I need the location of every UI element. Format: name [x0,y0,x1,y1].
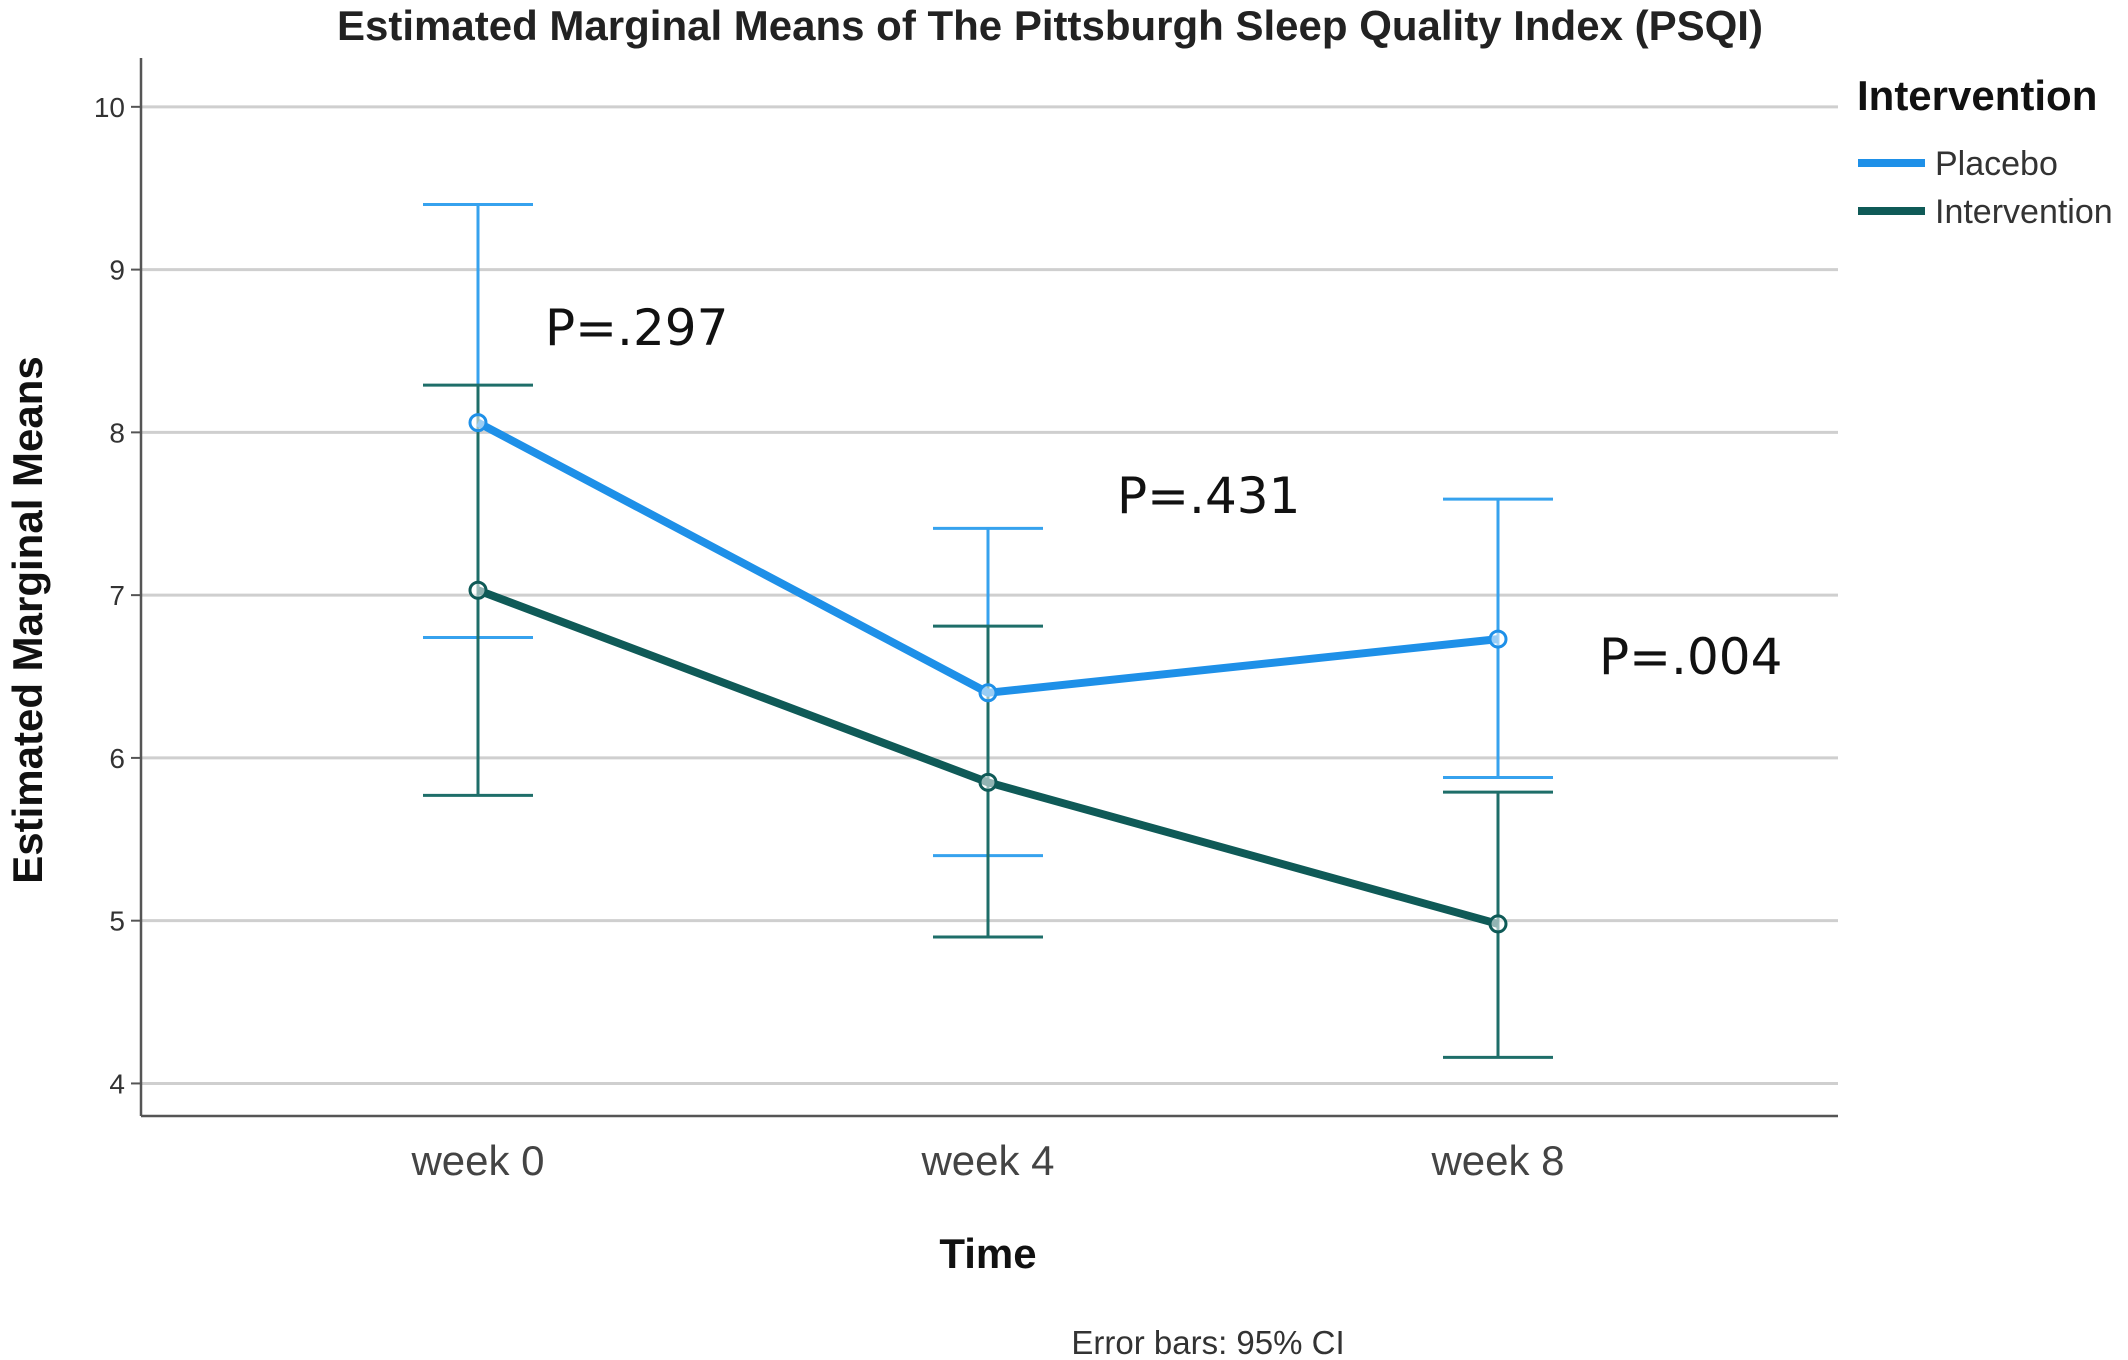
data-point-intervention [468,580,488,600]
legend-title: Intervention [1857,72,2097,119]
data-point-placebo [468,413,488,433]
data-point-intervention [1488,914,1508,934]
y-tick-label: 7 [109,580,125,611]
p-value-annotation: P=.297 [545,299,728,357]
legend: Intervention Placebo Intervention [1857,72,2113,231]
y-tick-label: 8 [109,417,125,448]
y-tick-label: 5 [109,906,125,937]
x-tick-label: week 0 [410,1137,544,1184]
y-tick-label: 10 [94,92,125,123]
legend-label-placebo: Placebo [1935,145,2058,183]
x-tick-label: week 4 [920,1137,1054,1184]
y-axis-title: Estimated Marginal Means [4,356,51,883]
footnote: Error bars: 95% CI [1071,1324,1344,1360]
series-layer [423,202,1553,1059]
axes [131,58,1838,1118]
legend-label-intervention: Intervention [1935,193,2113,231]
data-point-intervention [978,772,998,792]
chart-title: Estimated Marginal Means of The Pittsbur… [337,2,1763,49]
p-value-annotation: P=.431 [1117,467,1300,525]
data-point-placebo [1488,629,1508,649]
y-tick-labels: 4 5 6 7 8 9 10 [94,92,125,1100]
y-tick-label: 4 [109,1068,125,1099]
x-tick-labels: week 0 week 4 week 8 [410,1137,1564,1184]
annotations: P=.297 P=.431 P=.004 [545,299,1782,686]
x-axis-title: Time [939,1230,1036,1277]
data-point-placebo [978,683,998,703]
x-tick-label: week 8 [1430,1137,1564,1184]
y-tick-label: 9 [109,255,125,286]
y-tick-label: 6 [109,743,125,774]
p-value-annotation: P=.004 [1599,628,1782,686]
